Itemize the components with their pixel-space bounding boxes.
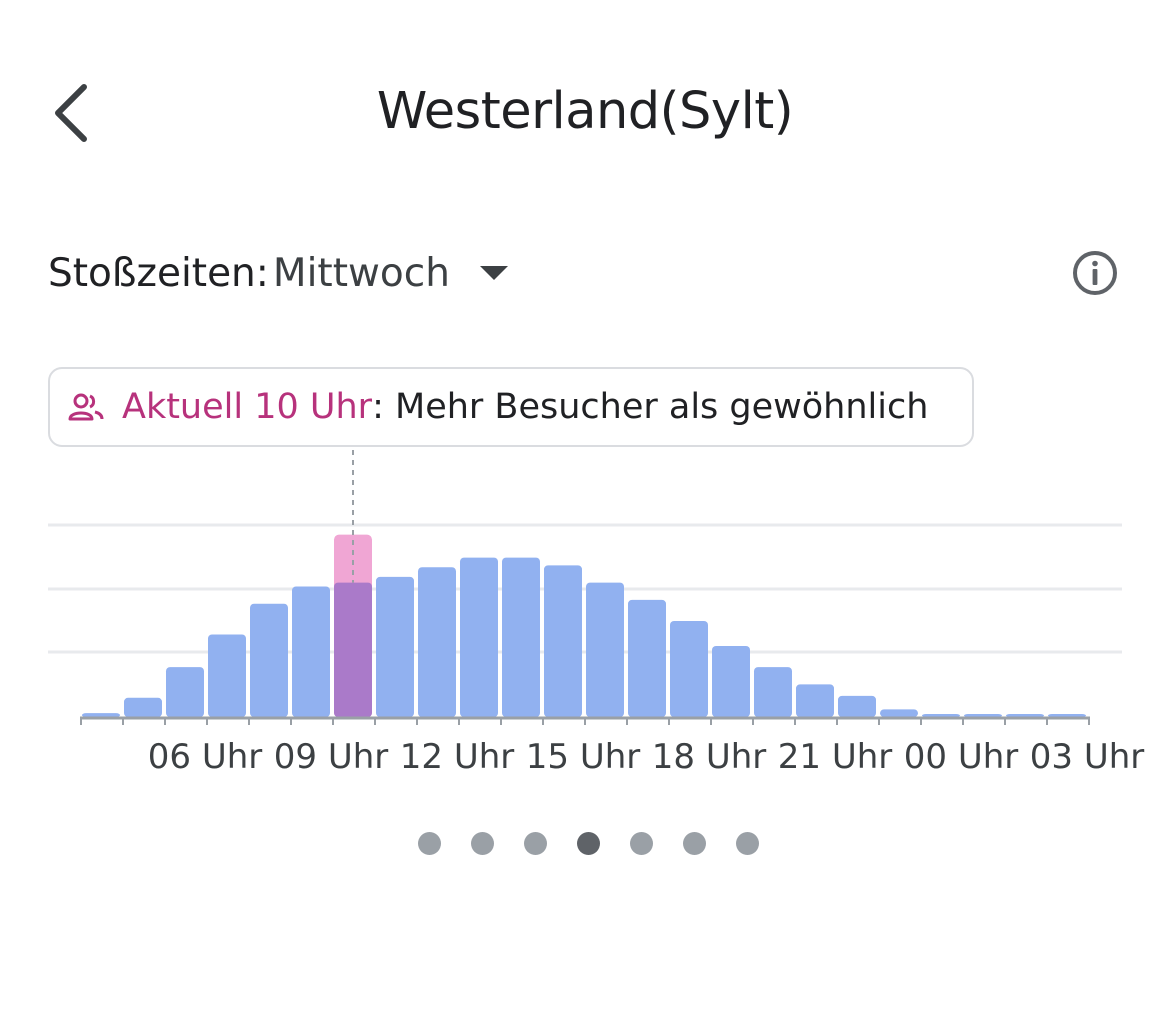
popular-times-header: Stoßzeiten: Mittwoch: [48, 246, 510, 300]
bar-21: [796, 684, 834, 717]
bar-16: [586, 582, 624, 717]
chevron-left-icon: [55, 84, 87, 142]
popular-times-label: Stoßzeiten:: [48, 250, 269, 296]
page-title: Westerland(Sylt): [376, 82, 794, 141]
x-tick-label: 03 Uhr: [1030, 737, 1145, 777]
bar-17: [628, 599, 666, 717]
caret-down-icon: [479, 266, 508, 280]
bar-00: [922, 714, 960, 717]
bar-15: [544, 565, 582, 717]
page-dot[interactable]: [524, 832, 547, 855]
bar-02: [1006, 714, 1044, 717]
live-status-box: Aktuell 10 Uhr: Mehr Besucher als gewöhn…: [48, 367, 974, 447]
bar-09: [292, 586, 330, 717]
page-dot[interactable]: [683, 832, 706, 855]
bar-20: [754, 667, 792, 717]
bar-10: [334, 582, 372, 717]
bar-01: [964, 714, 1002, 717]
live-current-time: Aktuell 10 Uhr: [122, 387, 373, 427]
page-dot[interactable]: [577, 832, 600, 855]
bar-05: [124, 697, 162, 717]
popular-times-chart: 06 Uhr 09 Uhr 12 Uhr 15 Uhr 18 Uhr 21 Uhr 00 U…: [48, 450, 1145, 777]
page-dot[interactable]: [630, 832, 653, 855]
bar-23: [880, 709, 918, 717]
x-tick-label: 06 Uhr: [148, 737, 263, 777]
page-dot[interactable]: [418, 832, 441, 855]
x-tick-label: 21 Uhr: [778, 737, 893, 777]
bar-11: [376, 576, 414, 717]
day-dropdown[interactable]: Mittwoch: [273, 251, 510, 296]
bar-14: [502, 557, 540, 717]
bar-06: [166, 667, 204, 717]
bar-18: [670, 621, 708, 717]
x-tick-label: 00 Uhr: [904, 737, 1019, 777]
info-button[interactable]: [1070, 248, 1120, 298]
x-tick-label: 09 Uhr: [274, 737, 389, 777]
page-dot[interactable]: [736, 832, 759, 855]
page-dot[interactable]: [471, 832, 494, 855]
bar-22: [838, 695, 876, 717]
x-tick-label: 15 Uhr: [526, 737, 641, 777]
live-separator: :: [372, 387, 384, 427]
x-tick-label: 12 Uhr: [400, 737, 515, 777]
x-tick-label: 18 Uhr: [652, 737, 767, 777]
pagination-dots: [0, 832, 1170, 858]
live-status-text: Mehr Besucher als gewöhnlich: [383, 387, 929, 427]
back-button[interactable]: [40, 78, 100, 148]
bar-12: [418, 567, 456, 717]
bar-13: [460, 557, 498, 717]
bar-08: [250, 603, 288, 717]
people-icon: [68, 393, 104, 421]
bar-07: [208, 634, 246, 717]
bar-04: [82, 713, 120, 717]
bar-19: [712, 645, 750, 717]
bar-03: [1048, 714, 1086, 717]
info-icon: [1073, 251, 1117, 295]
selected-day: Mittwoch: [272, 250, 450, 296]
